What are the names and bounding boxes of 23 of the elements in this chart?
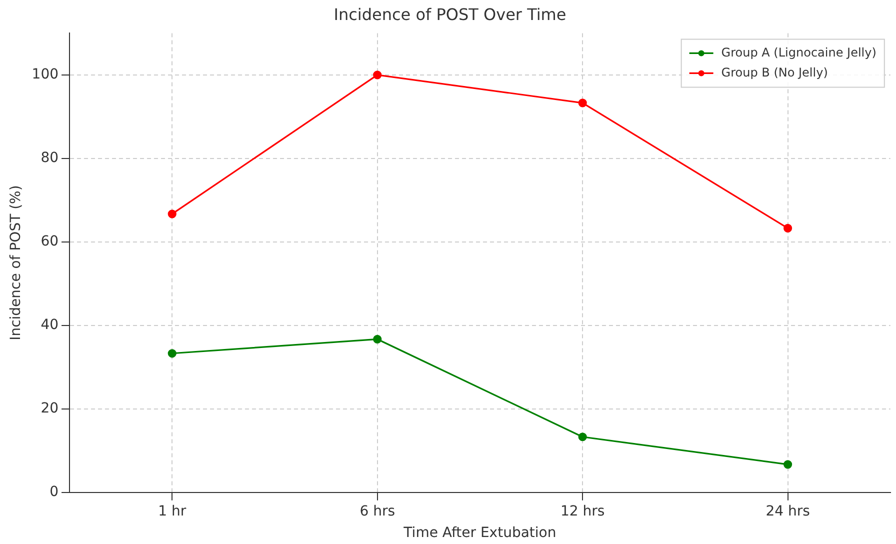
y-tick-label: 40 [40, 317, 59, 334]
y-tick-label: 0 [50, 484, 59, 500]
point [783, 224, 792, 232]
y-tick-label: 100 [32, 66, 59, 83]
point [168, 349, 176, 358]
y-axis-title: Incidence of POST (%) [8, 185, 24, 340]
x-tick-label: 6 hrs [360, 503, 395, 520]
point [578, 432, 587, 442]
y-tick-label: 80 [40, 150, 59, 166]
point [168, 210, 176, 218]
point [373, 70, 382, 80]
point [783, 460, 792, 469]
x-axis-title: Time After Extubation [402, 525, 556, 542]
y-tick-label: 60 [40, 234, 59, 250]
chart-title: Incidence of POST Over Time [334, 4, 566, 24]
x-tick-label: 1 hr [158, 503, 186, 520]
x-tick-label: 24 hrs [766, 503, 810, 520]
point [578, 98, 587, 108]
point [373, 334, 382, 344]
y-tick-label: 20 [40, 400, 59, 417]
x-tick-label: 12 hrs [560, 503, 605, 520]
legend-label: Group B (No Jelly) [721, 65, 828, 80]
legend-label: Group A (Lignocaine Jelly) [721, 45, 876, 60]
